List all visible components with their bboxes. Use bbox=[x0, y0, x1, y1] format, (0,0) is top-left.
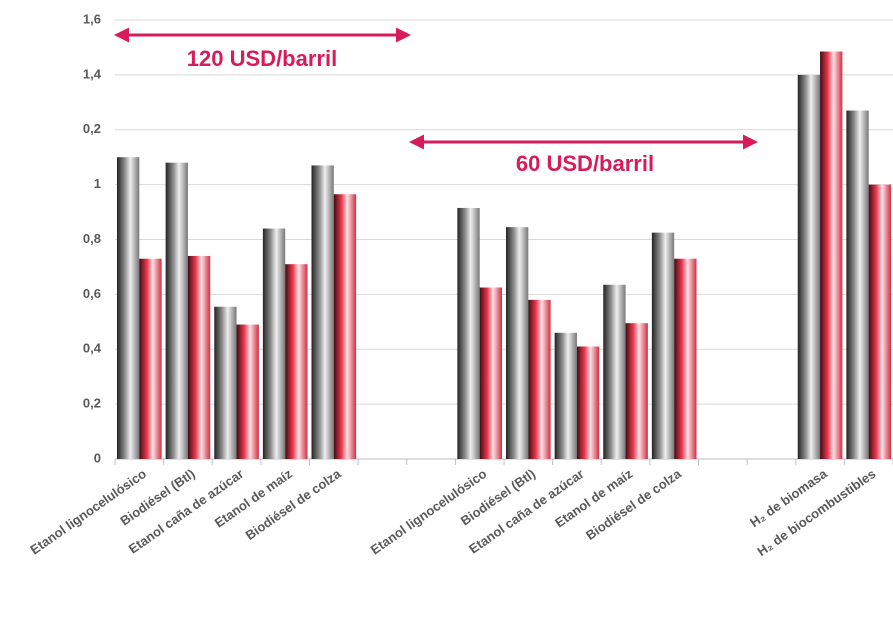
bar bbox=[165, 162, 188, 460]
y-tick-label: 0,2 bbox=[83, 396, 101, 411]
bar bbox=[625, 323, 648, 459]
bar bbox=[117, 157, 140, 459]
y-tick-label: 0,4 bbox=[83, 341, 102, 356]
y-tick-label: 0 bbox=[94, 450, 101, 465]
bar bbox=[554, 332, 577, 459]
bar bbox=[603, 284, 626, 459]
bar bbox=[797, 74, 821, 459]
bar bbox=[576, 346, 600, 459]
y-tick-label: 1,4 bbox=[83, 66, 102, 81]
y-tick-label: 0,2 bbox=[83, 121, 101, 136]
bar bbox=[479, 287, 502, 459]
y-tick-label: 0,6 bbox=[83, 286, 101, 301]
y-tick-label: 0,8 bbox=[83, 231, 101, 246]
annotation: 60 USD/barril bbox=[516, 151, 654, 176]
annotation: 120 USD/barril bbox=[187, 46, 337, 71]
bar bbox=[311, 165, 334, 459]
bar bbox=[651, 232, 675, 459]
bar bbox=[139, 258, 162, 459]
bar bbox=[457, 207, 480, 459]
bar bbox=[187, 255, 211, 459]
bar bbox=[674, 258, 697, 459]
bar bbox=[236, 324, 259, 459]
bar bbox=[333, 194, 357, 459]
bar bbox=[285, 264, 308, 459]
bar bbox=[262, 228, 286, 459]
bar bbox=[820, 51, 843, 459]
bar bbox=[868, 184, 891, 459]
y-tick-label: 1 bbox=[94, 176, 101, 191]
bar bbox=[528, 299, 551, 459]
bar bbox=[214, 306, 237, 459]
y-tick-label: 1,6 bbox=[83, 11, 101, 26]
bar bbox=[846, 110, 869, 459]
bar bbox=[506, 227, 529, 459]
